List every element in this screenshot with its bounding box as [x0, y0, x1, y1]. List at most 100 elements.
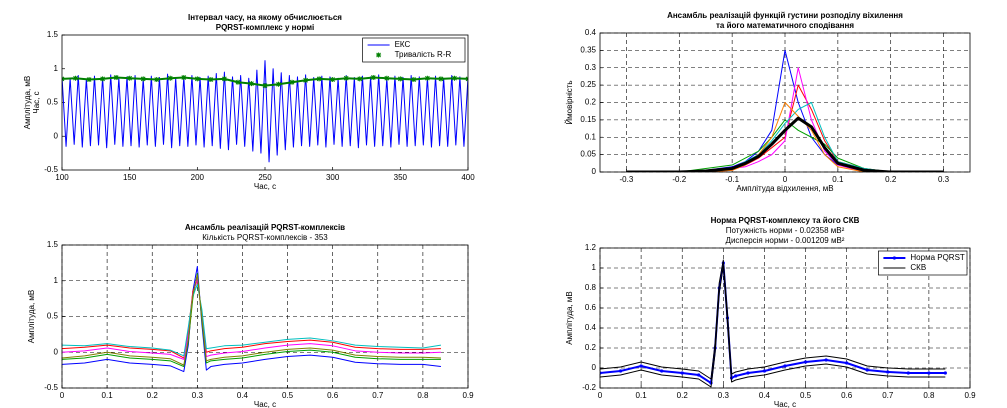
x-tick-label: 100: [55, 173, 69, 182]
axes: Ансамбль реалізацій функцій густини розп…: [565, 11, 971, 193]
x-axis-label: Час, с: [254, 400, 276, 408]
x-tick-label: 0.7: [882, 391, 894, 400]
legend-label: СКВ: [910, 263, 926, 272]
marker: [845, 361, 849, 365]
marker: [221, 76, 227, 82]
marker: [276, 81, 282, 87]
y-tick-label: 0.35: [580, 45, 596, 54]
marker: [451, 75, 457, 81]
y-axis-label: Амплітуда, мВ: [23, 76, 32, 130]
x-tick-label: 0.3: [718, 391, 730, 400]
x-tick-label: 0.3: [192, 391, 204, 400]
x-tick-label: 0.2: [885, 175, 897, 184]
y-tick-label: 0.2: [585, 98, 597, 107]
y-tick-label: 0.4: [585, 323, 597, 332]
marker: [303, 77, 309, 83]
y-tick-label: 0: [592, 363, 597, 372]
marker: [927, 371, 931, 375]
series-line: [626, 119, 944, 172]
x-tick-label: 0.6: [327, 391, 339, 400]
legend-label: ЕКС: [395, 40, 411, 49]
marker: [167, 75, 173, 81]
marker: [906, 371, 910, 375]
x-tick-label: 400: [461, 173, 475, 182]
x-tick-label: 0.5: [800, 391, 812, 400]
legend-box: [362, 37, 466, 63]
y-axis-label: Амплітуда, мВ: [27, 290, 36, 344]
x-axis-label: Амплітуда відхилення, мВ: [736, 184, 833, 193]
chart-title: Ансамбль реалізацій функцій густини розп…: [667, 11, 903, 20]
x-tick-label: -0.1: [725, 175, 739, 184]
marker: [762, 369, 767, 373]
marker: [235, 79, 241, 85]
y-tick-label: 0.15: [580, 115, 596, 124]
y-tick-label: 0.4: [585, 28, 597, 37]
chart-title: та його математичного сподівання: [716, 21, 854, 30]
y-tick-label: 0.5: [47, 98, 59, 107]
x-tick-label: 150: [123, 173, 137, 182]
axes-box: [599, 32, 971, 173]
x-tick-label: 0: [783, 175, 788, 184]
marker: [316, 76, 322, 82]
marker: [384, 75, 390, 81]
x-tick-label: 250: [258, 173, 272, 182]
x-tick-label: 0.8: [417, 391, 429, 400]
marker: [100, 76, 106, 82]
series-line: [62, 280, 441, 359]
y-tick-label: 0.8: [585, 283, 597, 292]
marker: [262, 83, 268, 89]
marker: [639, 364, 643, 368]
x-tick-label: 0.5: [282, 391, 294, 400]
marker: [140, 76, 146, 82]
marker: [208, 77, 214, 83]
y-tick-label: 0.2: [585, 343, 597, 352]
series-group: [62, 265, 442, 373]
x-tick-label: -0.2: [672, 175, 686, 184]
marker: [680, 371, 684, 375]
x-tick-label: 0.1: [832, 175, 844, 184]
marker: [424, 75, 430, 81]
series-group: [62, 60, 468, 163]
x-tick-label: 0.2: [677, 391, 689, 400]
series-line: [62, 60, 468, 163]
marker: [248, 81, 254, 87]
x-tick-label: 0.3: [938, 175, 950, 184]
marker: [618, 369, 623, 373]
marker: [330, 77, 336, 83]
marker: [892, 256, 897, 260]
x-tick-label: 300: [326, 173, 340, 182]
x-tick-label: 0.2: [147, 391, 159, 400]
series-line: [62, 278, 441, 360]
x-tick-label: 0.7: [372, 391, 384, 400]
marker: [86, 77, 92, 83]
series-group: [626, 49, 944, 172]
chart-title: PQRST-комплекс у нормі: [216, 23, 315, 32]
marker: [697, 373, 701, 377]
marker: [746, 371, 750, 375]
x-tick-label: 0.1: [102, 391, 114, 400]
series-line: [62, 265, 441, 373]
marker: [376, 52, 382, 58]
y-tick-label: 1.5: [47, 30, 59, 39]
marker: [370, 75, 376, 81]
chart-subtitle: Кількість PQRST-комплексів - 353: [202, 233, 328, 242]
axes-box: [599, 247, 971, 389]
x-tick-label: 0: [60, 391, 65, 400]
axes-box: [61, 34, 469, 171]
axes-box: [61, 244, 469, 389]
marker: [886, 370, 890, 374]
x-tick-label: 200: [191, 173, 205, 182]
legend-label: Тривалість R-R: [395, 50, 452, 59]
series-line: [600, 265, 946, 388]
x-axis-label: Час, с: [254, 182, 276, 191]
y-tick-label: 1: [592, 263, 597, 272]
x-tick-label: 0.8: [923, 391, 935, 400]
series-group: [600, 259, 947, 388]
series-line: [62, 273, 441, 368]
marker: [803, 360, 808, 364]
marker: [289, 79, 295, 85]
y-tick-label: 0.25: [580, 80, 596, 89]
x-tick-label: 0.9: [964, 391, 976, 400]
y-axis-label: Ймовірність: [565, 80, 574, 124]
